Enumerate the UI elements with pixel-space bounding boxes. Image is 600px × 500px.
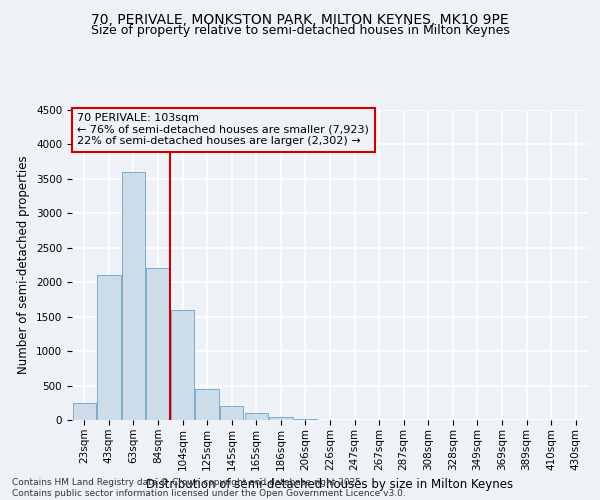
Bar (122, 172, 145, 420)
Text: Size of property relative to semi-detached houses in Milton Keynes: Size of property relative to semi-detach… (91, 24, 509, 37)
Bar (73, 403, 96, 420)
Bar (97, 276, 121, 420)
Bar (146, 268, 170, 420)
Bar (196, 389, 219, 420)
Text: Contains HM Land Registry data © Crown copyright and database right 2025.
Contai: Contains HM Land Registry data © Crown c… (12, 478, 406, 498)
X-axis label: Distribution of semi-detached houses by size in Milton Keynes: Distribution of semi-detached houses by … (146, 478, 514, 491)
Text: 70 PERIVALE: 103sqm
← 76% of semi-detached houses are smaller (7,923)
22% of sem: 70 PERIVALE: 103sqm ← 76% of semi-detach… (77, 113, 369, 146)
Bar (220, 406, 244, 420)
Bar (171, 310, 194, 420)
Text: 70, PERIVALE, MONKSTON PARK, MILTON KEYNES, MK10 9PE: 70, PERIVALE, MONKSTON PARK, MILTON KEYN… (91, 12, 509, 26)
Bar (245, 413, 268, 420)
Y-axis label: Number of semi-detached properties: Number of semi-detached properties (17, 156, 31, 374)
Bar (269, 416, 293, 420)
